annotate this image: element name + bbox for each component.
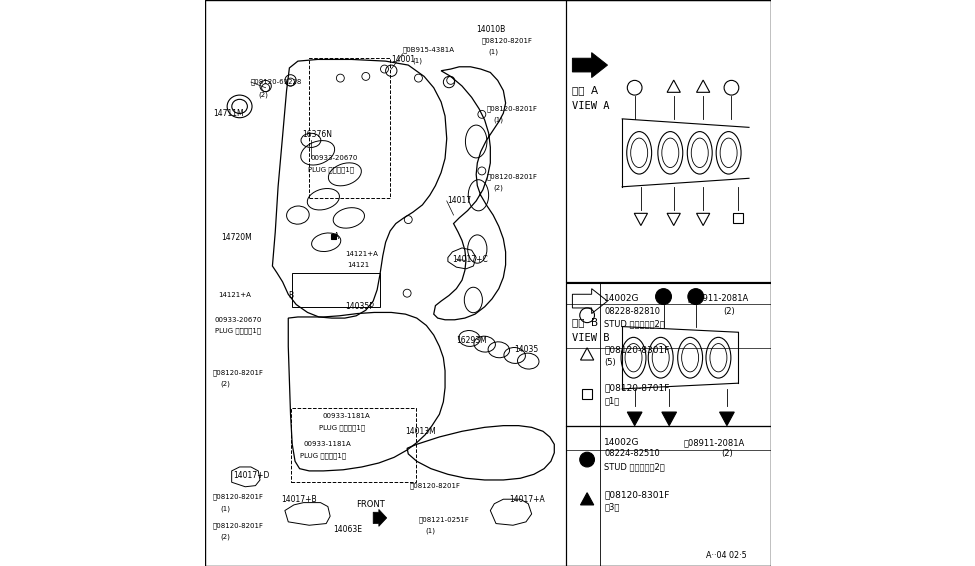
Text: 14121+A: 14121+A — [218, 293, 252, 298]
Text: 14010B: 14010B — [476, 25, 505, 34]
Text: Ⓓ08120-8301F: Ⓓ08120-8301F — [604, 345, 670, 354]
Text: (1): (1) — [488, 49, 498, 55]
Text: Ⓓ08120-8701F: Ⓓ08120-8701F — [604, 384, 670, 393]
Text: ⒲08121-0251F: ⒲08121-0251F — [418, 516, 469, 523]
Text: ⓝ08911-2081A: ⓝ08911-2081A — [687, 294, 749, 303]
Text: (5): (5) — [604, 358, 616, 367]
Text: 14035P: 14035P — [345, 302, 373, 311]
Text: B: B — [289, 291, 293, 300]
Text: 16376N: 16376N — [302, 130, 332, 139]
Text: (2): (2) — [220, 533, 230, 540]
Text: STUD スタッド（2）: STUD スタッド（2） — [604, 462, 665, 471]
Text: 14121+A: 14121+A — [345, 251, 377, 256]
Text: 14002G: 14002G — [604, 438, 640, 447]
Text: 14002G: 14002G — [604, 294, 640, 303]
Text: 矢視  A: 矢視 A — [572, 85, 599, 96]
Text: 14035: 14035 — [515, 345, 539, 354]
Polygon shape — [373, 509, 387, 526]
Text: PLUG プラグ（1）: PLUG プラグ（1） — [299, 452, 346, 459]
Text: 14017: 14017 — [447, 196, 471, 205]
Text: (2): (2) — [722, 307, 735, 316]
Text: (1): (1) — [425, 528, 435, 534]
Text: 00933-20670: 00933-20670 — [214, 317, 262, 323]
Text: (2): (2) — [220, 380, 230, 387]
Text: （1）: （1） — [604, 396, 619, 405]
Bar — [292, 273, 380, 307]
Text: 14013M: 14013M — [406, 427, 436, 436]
Text: PLUG プラグ（1）: PLUG プラグ（1） — [319, 424, 365, 431]
Text: 08228-82810: 08228-82810 — [604, 307, 660, 316]
Text: (1): (1) — [493, 117, 503, 123]
Text: PLUG プラグ（1）: PLUG プラグ（1） — [308, 166, 354, 173]
Circle shape — [655, 289, 672, 305]
Text: ⒲08120-8201F: ⒲08120-8201F — [213, 369, 264, 376]
Bar — [566, 0, 770, 282]
Text: 14017+A: 14017+A — [509, 495, 545, 504]
Text: ⒲08120-8201F: ⒲08120-8201F — [213, 494, 264, 500]
Text: 14711M: 14711M — [213, 109, 244, 118]
Polygon shape — [572, 53, 607, 78]
Text: 14017+C: 14017+C — [452, 255, 488, 264]
Text: Ⓓ08120-8301F: Ⓓ08120-8301F — [604, 490, 670, 499]
Polygon shape — [720, 412, 734, 426]
Text: VIEW A: VIEW A — [572, 101, 610, 112]
Text: 14720M: 14720M — [221, 233, 253, 242]
Text: 矢視  B: 矢視 B — [572, 318, 599, 328]
Polygon shape — [580, 492, 594, 505]
Text: ⒲08120-8201F: ⒲08120-8201F — [487, 105, 537, 112]
Text: （3）: （3） — [604, 503, 619, 512]
Bar — [309, 58, 390, 198]
Bar — [331, 234, 336, 239]
Text: 14017+D: 14017+D — [233, 471, 269, 480]
Circle shape — [688, 289, 704, 305]
Bar — [566, 283, 770, 426]
Text: ⒲08120-61228: ⒲08120-61228 — [251, 79, 302, 85]
Bar — [732, 213, 743, 223]
Bar — [291, 408, 416, 482]
Text: FRONT: FRONT — [356, 500, 385, 509]
Text: 00933-1181A: 00933-1181A — [303, 441, 351, 447]
Polygon shape — [662, 412, 677, 426]
Text: (2): (2) — [258, 91, 268, 98]
Text: ⒲08120-8201F: ⒲08120-8201F — [213, 522, 264, 529]
Text: 14001: 14001 — [391, 55, 415, 64]
Text: ⒲08120-8201F: ⒲08120-8201F — [482, 37, 533, 44]
Text: (1): (1) — [412, 57, 423, 64]
Text: 14121: 14121 — [347, 262, 370, 268]
Text: 14017+B: 14017+B — [281, 495, 317, 504]
Text: ⓕ0B915-4381A: ⓕ0B915-4381A — [403, 46, 454, 53]
Text: ⓝ08911-2081A: ⓝ08911-2081A — [683, 438, 745, 447]
Text: (2): (2) — [493, 185, 503, 191]
Text: 00933-1181A: 00933-1181A — [322, 413, 370, 419]
Text: ⒲08120-8201F: ⒲08120-8201F — [410, 482, 460, 489]
Text: (1): (1) — [220, 505, 230, 512]
Text: ⒲08120-8201F: ⒲08120-8201F — [487, 173, 537, 180]
Circle shape — [580, 452, 595, 467]
Polygon shape — [627, 412, 642, 426]
Text: PLUG プラグ（1）: PLUG プラグ（1） — [214, 328, 261, 335]
Bar — [582, 389, 592, 399]
Bar — [566, 426, 770, 566]
Text: 00933-20670: 00933-20670 — [311, 156, 358, 161]
Text: 16293M: 16293M — [456, 336, 488, 345]
Text: (2): (2) — [722, 449, 733, 458]
Text: VIEW B: VIEW B — [572, 333, 610, 344]
Text: 14063E: 14063E — [333, 525, 363, 534]
Text: 08224-82510: 08224-82510 — [604, 449, 660, 458]
Text: A··04 02·5: A··04 02·5 — [706, 551, 747, 560]
Text: A: A — [333, 232, 338, 241]
Text: STUD スタッド（2）: STUD スタッド（2） — [604, 319, 665, 328]
